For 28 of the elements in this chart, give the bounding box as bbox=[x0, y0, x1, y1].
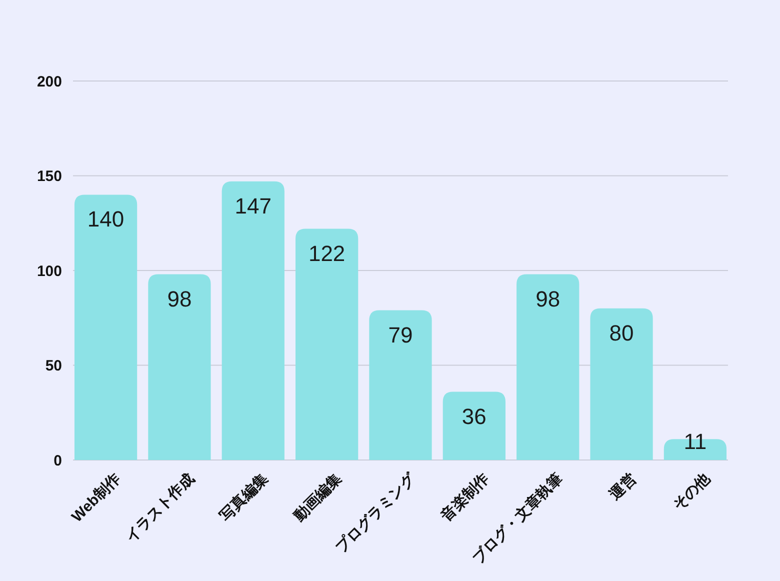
bar bbox=[296, 228, 358, 460]
data-label: 147 bbox=[234, 193, 272, 218]
data-label: 98 bbox=[536, 286, 560, 312]
bar bbox=[442, 392, 506, 460]
y-tick-label: 100 bbox=[36, 262, 62, 280]
y-tick-label: 150 bbox=[36, 168, 62, 185]
data-label: 11 bbox=[684, 429, 707, 454]
data-label: 80 bbox=[609, 320, 634, 346]
data-label: 98 bbox=[167, 286, 192, 312]
bar bbox=[516, 274, 580, 460]
x-tick-label: 写真編集 bbox=[216, 470, 272, 525]
y-tick-label: 0 bbox=[54, 452, 62, 470]
data-label: 140 bbox=[87, 206, 124, 232]
x-tick-label: 音楽制作 bbox=[436, 470, 492, 526]
bar bbox=[148, 274, 211, 460]
y-tick-label: 50 bbox=[45, 358, 62, 374]
bar bbox=[222, 181, 284, 460]
x-tick-label: 動画編集 bbox=[290, 470, 346, 526]
data-label: 36 bbox=[462, 404, 486, 429]
x-tick-label: 運営 bbox=[606, 470, 640, 504]
bar bbox=[369, 310, 432, 460]
data-label: 79 bbox=[388, 322, 413, 348]
y-tick-label: 200 bbox=[36, 73, 62, 90]
data-label: 122 bbox=[308, 240, 346, 266]
bar bbox=[74, 194, 138, 460]
x-tick-label: その他 bbox=[670, 470, 714, 514]
bar bbox=[590, 308, 653, 460]
x-tick-label: イラスト作成 bbox=[122, 470, 198, 546]
